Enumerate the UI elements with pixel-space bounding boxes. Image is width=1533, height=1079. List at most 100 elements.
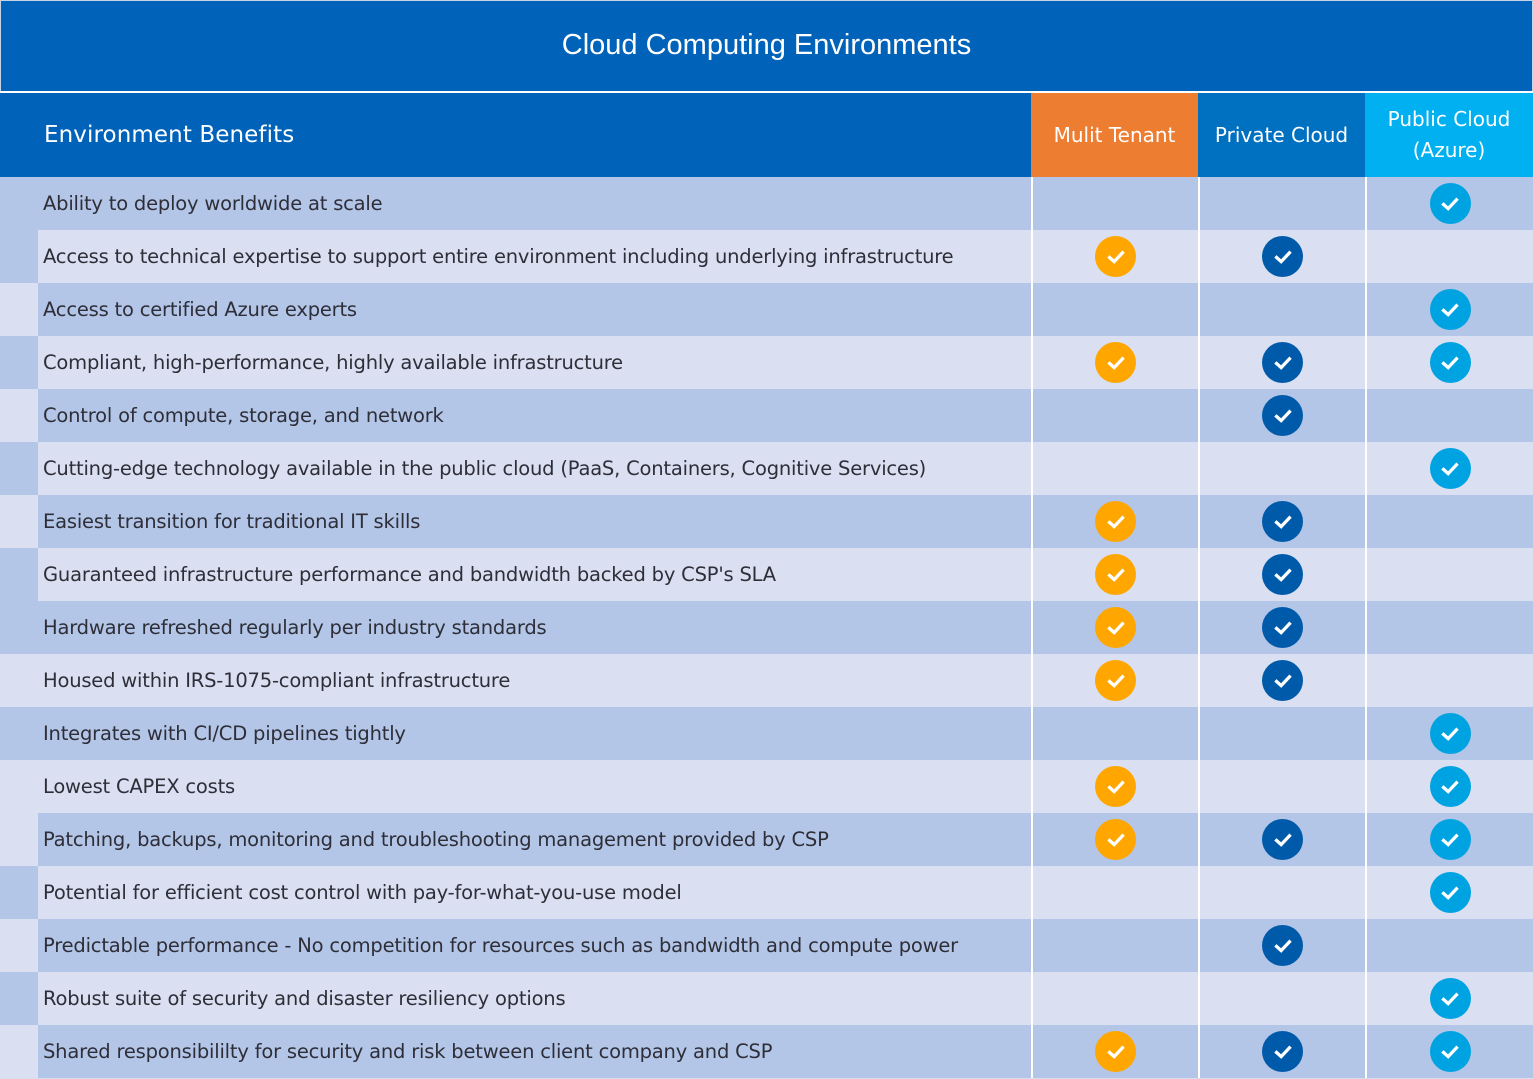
table-row: Access to certified Azure experts (0, 283, 1533, 336)
cell-public-cloud (1365, 442, 1533, 495)
row-gutter (0, 495, 38, 548)
cell-private-cloud (1198, 866, 1365, 919)
title-divider (0, 91, 1533, 93)
check-circle-icon (1429, 448, 1471, 489)
row-gutter (0, 972, 38, 1025)
cell-multi-tenant (1031, 230, 1198, 283)
cell-private-cloud (1198, 495, 1365, 548)
row-gutter (0, 601, 38, 654)
cell-private-cloud (1198, 548, 1365, 601)
row-gutter (0, 866, 38, 919)
table-row: Shared responsibililty for security and … (0, 1025, 1533, 1078)
cell-multi-tenant (1031, 813, 1198, 866)
row-gutter (0, 548, 38, 601)
cell-public-cloud (1365, 760, 1533, 813)
cell-multi-tenant (1031, 1025, 1198, 1078)
benefit-label: Access to certified Azure experts (38, 283, 1031, 336)
check-circle-icon (1095, 342, 1136, 383)
check-circle-icon (1429, 978, 1471, 1019)
cell-public-cloud (1365, 548, 1533, 601)
cell-private-cloud (1198, 601, 1365, 654)
table-row: Patching, backups, monitoring and troubl… (0, 813, 1533, 866)
table-row: Compliant, high-performance, highly avai… (0, 336, 1533, 389)
cell-public-cloud (1365, 1025, 1533, 1078)
benefit-label: Potential for efficient cost control wit… (38, 866, 1031, 919)
cell-multi-tenant (1031, 919, 1198, 972)
check-circle-icon (1095, 607, 1136, 648)
cell-public-cloud (1365, 389, 1533, 442)
header-private-cloud: Private Cloud (1198, 93, 1365, 177)
page-title: Cloud Computing Environments (561, 28, 972, 61)
check-circle-icon (1262, 236, 1303, 277)
cell-private-cloud (1198, 389, 1365, 442)
cell-private-cloud (1198, 442, 1365, 495)
cell-multi-tenant (1031, 442, 1198, 495)
benefit-label: Access to technical expertise to support… (38, 230, 1031, 283)
check-circle-icon (1095, 236, 1136, 277)
table-row: Housed within IRS-1075-compliant infrast… (0, 654, 1533, 707)
row-gutter (0, 919, 38, 972)
check-circle-icon (1262, 660, 1303, 701)
cell-public-cloud (1365, 177, 1533, 230)
row-gutter (0, 707, 38, 760)
row-gutter (0, 336, 38, 389)
row-gutter (0, 389, 38, 442)
check-circle-icon (1429, 183, 1471, 224)
row-gutter (0, 177, 38, 230)
check-circle-icon (1095, 1031, 1136, 1072)
header-multi-tenant: Mulit Tenant (1031, 93, 1198, 177)
cell-private-cloud (1198, 654, 1365, 707)
cell-public-cloud (1365, 336, 1533, 389)
cell-private-cloud (1198, 336, 1365, 389)
row-gutter (0, 442, 38, 495)
cell-private-cloud (1198, 813, 1365, 866)
cell-public-cloud (1365, 866, 1533, 919)
cell-multi-tenant (1031, 707, 1198, 760)
cell-multi-tenant (1031, 495, 1198, 548)
benefit-label: Integrates with CI/CD pipelines tightly (38, 707, 1031, 760)
table-row: Cutting-edge technology available in the… (0, 442, 1533, 495)
table-row: Ability to deploy worldwide at scale (0, 177, 1533, 230)
check-circle-icon (1429, 766, 1471, 807)
title-bar: Cloud Computing Environments (0, 0, 1533, 91)
row-gutter (0, 760, 38, 813)
cell-multi-tenant (1031, 283, 1198, 336)
check-circle-icon (1262, 554, 1303, 595)
row-gutter (0, 1025, 38, 1078)
cell-public-cloud (1365, 919, 1533, 972)
check-circle-icon (1262, 1031, 1303, 1072)
check-circle-icon (1262, 395, 1303, 436)
cell-public-cloud (1365, 972, 1533, 1025)
benefit-label: Housed within IRS-1075-compliant infrast… (38, 654, 1031, 707)
check-circle-icon (1262, 607, 1303, 648)
cell-multi-tenant (1031, 972, 1198, 1025)
cell-public-cloud (1365, 707, 1533, 760)
check-circle-icon (1429, 342, 1471, 383)
cell-private-cloud (1198, 707, 1365, 760)
row-gutter (0, 230, 38, 283)
cell-public-cloud (1365, 654, 1533, 707)
cell-private-cloud (1198, 283, 1365, 336)
table-row: Access to technical expertise to support… (0, 230, 1533, 283)
benefit-label: Control of compute, storage, and network (38, 389, 1031, 442)
cell-public-cloud (1365, 230, 1533, 283)
benefits-table-body: Ability to deploy worldwide at scale Acce… (0, 177, 1533, 1078)
check-circle-icon (1095, 660, 1136, 701)
header-public-cloud-label: Public Cloud (Azure) (1387, 107, 1511, 162)
benefit-label: Easiest transition for traditional IT sk… (38, 495, 1031, 548)
cell-public-cloud (1365, 495, 1533, 548)
cell-private-cloud (1198, 760, 1365, 813)
check-circle-icon (1262, 342, 1303, 383)
benefit-label: Shared responsibililty for security and … (38, 1025, 1031, 1078)
check-circle-icon (1262, 501, 1303, 542)
benefit-label: Ability to deploy worldwide at scale (38, 177, 1031, 230)
row-gutter (0, 283, 38, 336)
cell-public-cloud (1365, 601, 1533, 654)
check-circle-icon (1429, 872, 1471, 913)
check-circle-icon (1429, 1031, 1471, 1072)
cell-multi-tenant (1031, 760, 1198, 813)
cell-multi-tenant (1031, 177, 1198, 230)
cell-private-cloud (1198, 972, 1365, 1025)
cell-multi-tenant (1031, 389, 1198, 442)
cell-multi-tenant (1031, 548, 1198, 601)
